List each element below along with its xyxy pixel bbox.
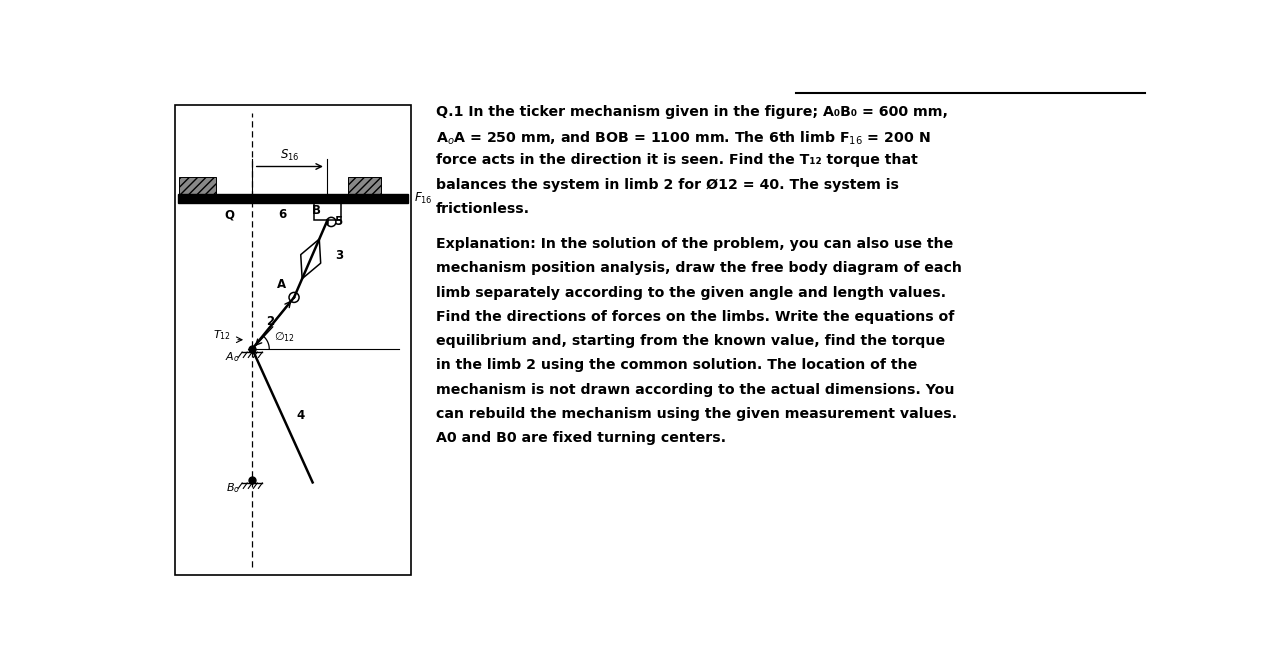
Text: B: B (312, 204, 322, 217)
Text: force acts in the direction it is seen. Find the T₁₂ torque that: force acts in the direction it is seen. … (436, 154, 918, 167)
Text: 4: 4 (296, 409, 305, 422)
Text: 6: 6 (278, 208, 287, 221)
Bar (349, 177, 381, 194)
Text: A$_o$A = 250 mm, and BOB = 1100 mm. The 6th limb F$_{16}$ = 200 N: A$_o$A = 250 mm, and BOB = 1100 mm. The … (436, 129, 930, 146)
Text: mechanism position analysis, draw the free body diagram of each: mechanism position analysis, draw the fr… (436, 261, 962, 276)
Bar (179, 177, 216, 194)
Text: limb separately according to the given angle and length values.: limb separately according to the given a… (436, 285, 946, 300)
Text: $B_o$: $B_o$ (226, 482, 239, 495)
Bar (175, 105, 412, 575)
Text: $S_{16}$: $S_{16}$ (280, 148, 300, 163)
Text: Find the directions of forces on the limbs. Write the equations of: Find the directions of forces on the lim… (436, 310, 954, 324)
Text: $A_o$: $A_o$ (225, 350, 239, 364)
Text: A: A (278, 278, 287, 291)
Text: balances the system in limb 2 for Ø12 = 40. The system is: balances the system in limb 2 for Ø12 = … (436, 178, 899, 192)
Text: Explanation: In the solution of the problem, you can also use the: Explanation: In the solution of the prob… (436, 237, 953, 251)
Bar (314, 203, 341, 220)
Text: A0 and B0 are fixed turning centers.: A0 and B0 are fixed turning centers. (436, 431, 727, 445)
Bar (177, 194, 408, 203)
Text: 5: 5 (333, 215, 342, 228)
Text: Q.1 In the ticker mechanism given in the figure; A₀B₀ = 600 mm,: Q.1 In the ticker mechanism given in the… (436, 105, 948, 119)
Text: frictionless.: frictionless. (436, 202, 530, 216)
Text: $\varnothing_{12}$: $\varnothing_{12}$ (274, 331, 294, 344)
Text: mechanism is not drawn according to the actual dimensions. You: mechanism is not drawn according to the … (436, 382, 954, 397)
Text: $F_{16}$: $F_{16}$ (414, 192, 433, 207)
Text: equilibrium and, starting from the known value, find the torque: equilibrium and, starting from the known… (436, 334, 945, 348)
Text: Q: Q (224, 208, 234, 221)
Text: 3: 3 (336, 249, 343, 262)
Text: $T_{12}$: $T_{12}$ (212, 328, 230, 342)
Text: in the limb 2 using the common solution. The location of the: in the limb 2 using the common solution.… (436, 358, 917, 373)
Text: 2: 2 (266, 315, 274, 328)
Text: can rebuild the mechanism using the given measurement values.: can rebuild the mechanism using the give… (436, 407, 957, 421)
